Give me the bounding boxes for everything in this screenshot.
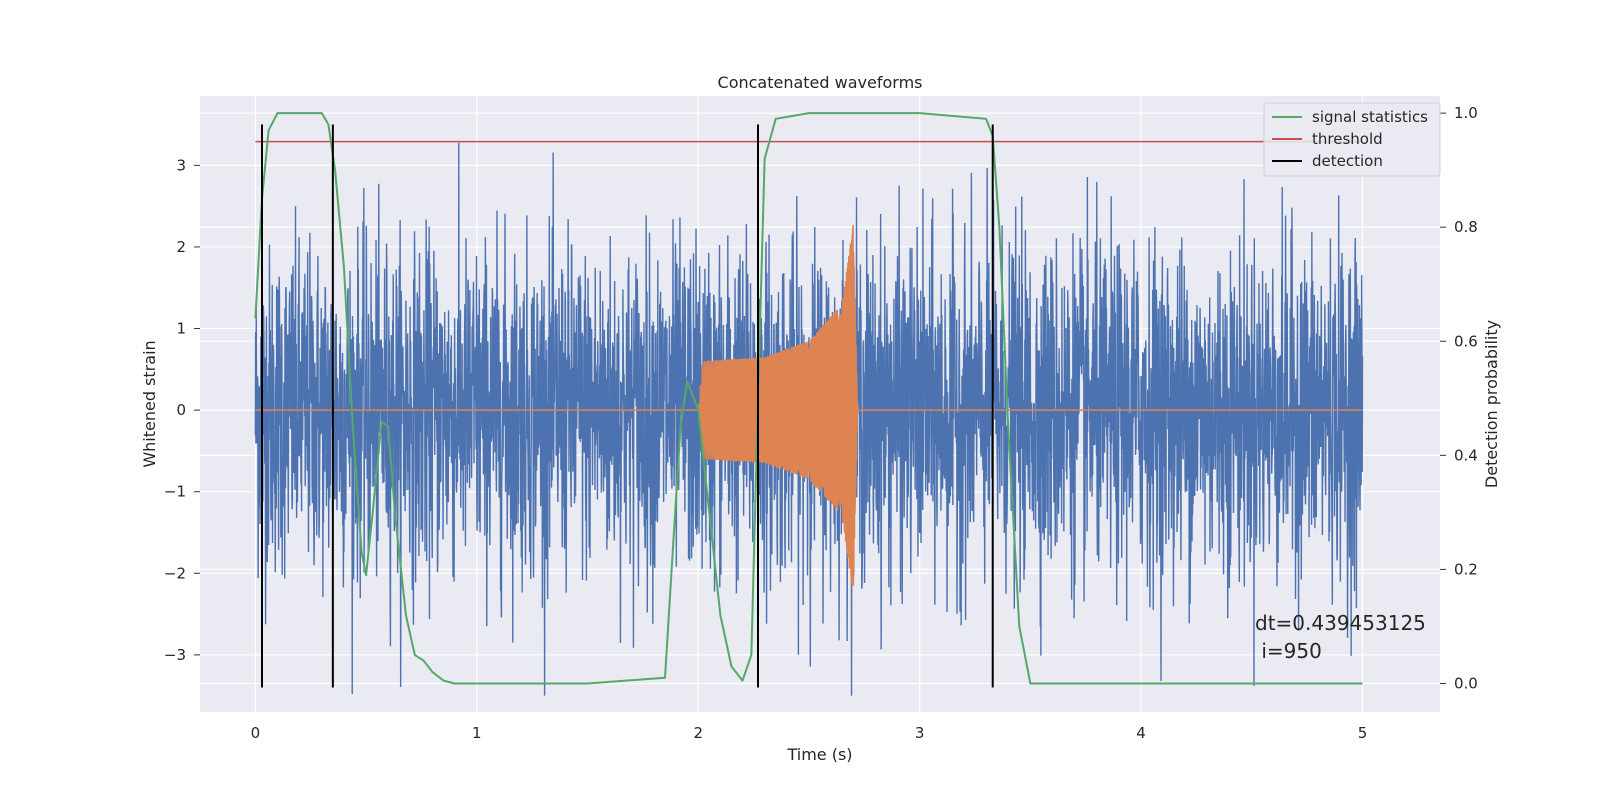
y-tick-label: 2	[176, 238, 186, 256]
y2-tick-label: 0.2	[1454, 560, 1478, 578]
y-tick-label: −3	[164, 646, 186, 664]
series-injected-signal	[255, 224, 1363, 586]
x-tick-label: 4	[1136, 724, 1146, 742]
y2-tick-label: 0.4	[1454, 446, 1478, 464]
x-tick-label: 3	[915, 724, 925, 742]
y-tick-label: 1	[176, 320, 186, 338]
series-whitened-strain	[254, 142, 1364, 696]
x-tick-label: 0	[251, 724, 261, 742]
legend-label-threshold: threshold	[1312, 130, 1383, 148]
x-tick-label: 5	[1358, 724, 1368, 742]
series-signal-statistics	[254, 112, 1363, 685]
legend-label-signal-statistics: signal statistics	[1312, 108, 1428, 126]
y-tick-label: −2	[164, 564, 186, 582]
legend: signal statistics threshold detection	[1263, 102, 1441, 177]
legend-box	[1263, 102, 1441, 177]
x-tick-label: 1	[472, 724, 482, 742]
data-layer	[254, 112, 1364, 696]
y2-tick-label: 0.8	[1454, 218, 1478, 236]
annotation-i: i=950	[1255, 639, 1322, 663]
y-tick-label: 0	[176, 401, 186, 419]
chart-title: Concatenated waveforms	[718, 73, 923, 92]
axes: 0 1 2 3 4 5 −3 −2 −1 0 1 2 3 0.0 0.2 0.4 0.6 0.8 1.0	[164, 104, 1478, 742]
y2-axis-label: Detection probability	[1482, 320, 1501, 488]
y-axis-label: Whitened strain	[140, 340, 159, 467]
y2-tick-label: 1.0	[1454, 104, 1478, 122]
x-axis-label: Time (s)	[786, 745, 852, 764]
y2-tick-label: 0.6	[1454, 332, 1478, 350]
legend-label-detection: detection	[1312, 152, 1383, 170]
x-tick-label: 2	[693, 724, 703, 742]
y-tick-label: −1	[164, 483, 186, 501]
annotation: dt=0.439453125 i=950	[1255, 611, 1426, 663]
y-tick-label: 3	[176, 156, 186, 174]
y2-tick-label: 0.0	[1454, 674, 1478, 692]
annotation-dt: dt=0.439453125	[1255, 611, 1426, 635]
